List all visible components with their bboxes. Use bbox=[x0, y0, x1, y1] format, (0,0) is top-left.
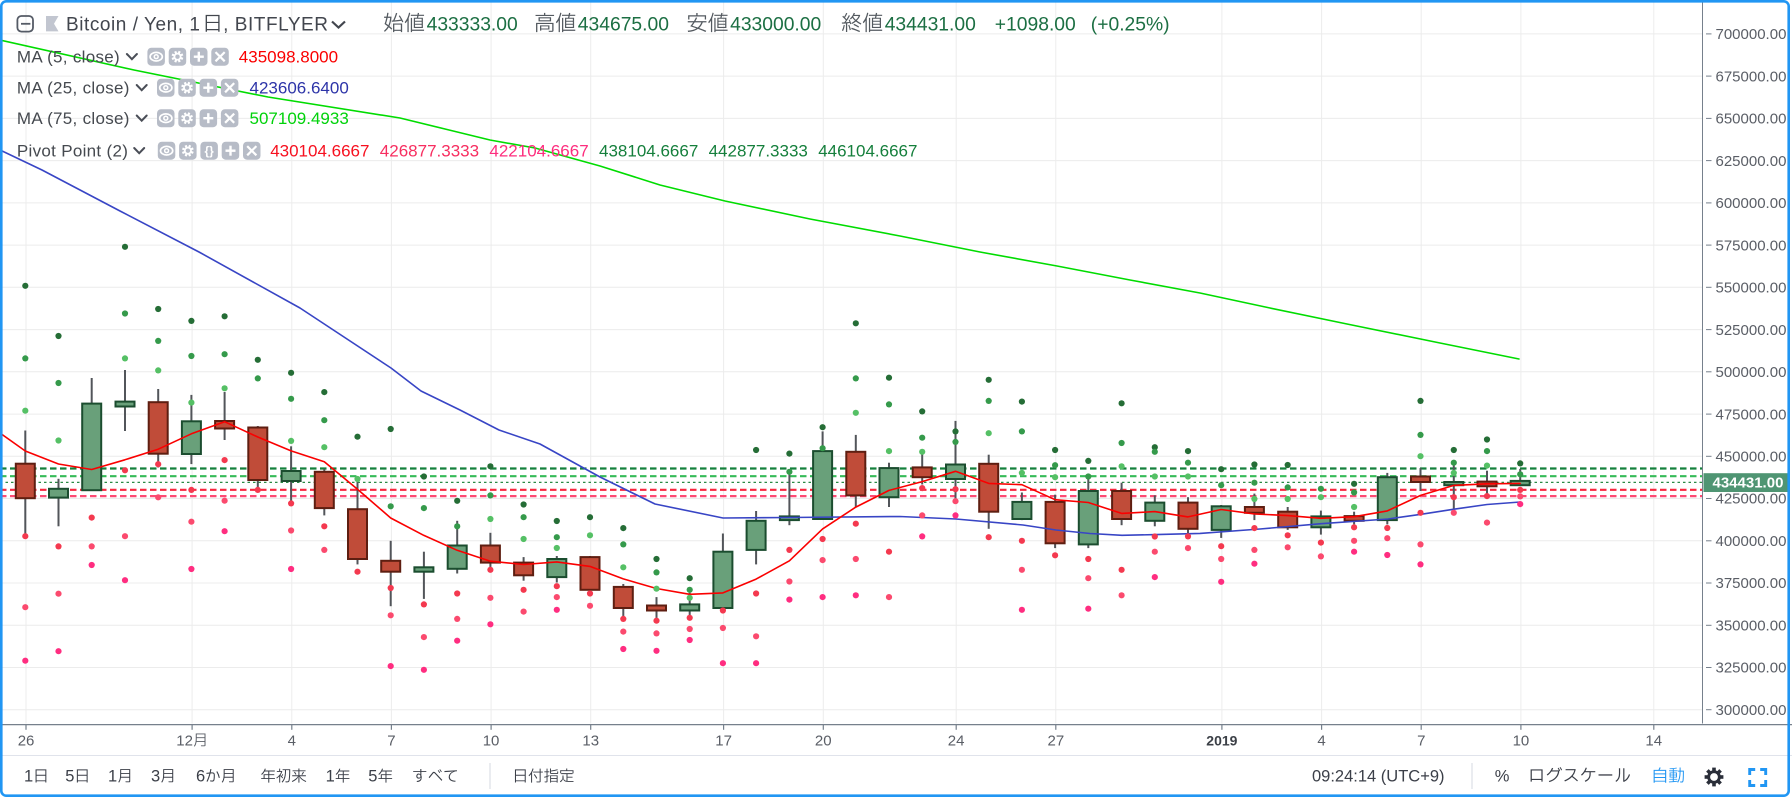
svg-text:3: 3 bbox=[151, 768, 160, 786]
svg-text:24: 24 bbox=[948, 733, 965, 750]
svg-text:650000.00: 650000.00 bbox=[1716, 111, 1787, 128]
svg-text:7: 7 bbox=[1417, 733, 1425, 750]
svg-text:10: 10 bbox=[1513, 733, 1530, 750]
svg-text:27: 27 bbox=[1048, 733, 1065, 750]
svg-text:350000.00: 350000.00 bbox=[1716, 618, 1787, 635]
svg-text:433333.00: 433333.00 bbox=[427, 15, 518, 36]
svg-text:438104.6667: 438104.6667 bbox=[599, 142, 698, 161]
svg-text:434675.00: 434675.00 bbox=[578, 15, 669, 36]
svg-text:4: 4 bbox=[1317, 733, 1325, 750]
svg-text:09:24:14 (UTC+9): 09:24:14 (UTC+9) bbox=[1312, 768, 1445, 786]
svg-text:600000.00: 600000.00 bbox=[1716, 195, 1787, 212]
svg-text:426877.3333: 426877.3333 bbox=[380, 142, 479, 161]
svg-text:17: 17 bbox=[715, 733, 732, 750]
svg-text:10: 10 bbox=[483, 733, 500, 750]
svg-text:375000.00: 375000.00 bbox=[1716, 575, 1787, 592]
svg-text:434431.00: 434431.00 bbox=[885, 15, 976, 36]
svg-text:Bitcoin / Yen, 1: Bitcoin / Yen, 1 bbox=[66, 15, 201, 36]
svg-text:442877.3333: 442877.3333 bbox=[709, 142, 808, 161]
svg-text:, BITFLYER: , BITFLYER bbox=[223, 15, 328, 36]
svg-text:12: 12 bbox=[176, 733, 193, 750]
svg-text:20: 20 bbox=[815, 733, 832, 750]
svg-text:Pivot Point (2): Pivot Point (2) bbox=[17, 142, 128, 161]
svg-text:(+0.25%): (+0.25%) bbox=[1091, 15, 1170, 36]
svg-text:575000.00: 575000.00 bbox=[1716, 237, 1787, 254]
svg-text:446104.6667: 446104.6667 bbox=[818, 142, 917, 161]
svg-text:400000.00: 400000.00 bbox=[1716, 533, 1787, 550]
svg-text:{}: {} bbox=[205, 144, 215, 158]
svg-text:507109.4933: 507109.4933 bbox=[250, 109, 349, 128]
svg-text:5: 5 bbox=[368, 768, 377, 786]
svg-text:1: 1 bbox=[108, 768, 117, 786]
svg-text:14: 14 bbox=[1645, 733, 1662, 750]
svg-text:1: 1 bbox=[24, 768, 33, 786]
svg-text:423606.6400: 423606.6400 bbox=[250, 79, 349, 98]
svg-text:7: 7 bbox=[387, 733, 395, 750]
svg-text:675000.00: 675000.00 bbox=[1716, 68, 1787, 85]
svg-text:MA (25, close): MA (25, close) bbox=[17, 79, 130, 98]
svg-text:433000.00: 433000.00 bbox=[730, 15, 821, 36]
svg-text:422104.6667: 422104.6667 bbox=[489, 142, 588, 161]
svg-text:325000.00: 325000.00 bbox=[1716, 660, 1787, 677]
svg-text:525000.00: 525000.00 bbox=[1716, 322, 1787, 339]
svg-text:450000.00: 450000.00 bbox=[1716, 449, 1787, 466]
svg-text:475000.00: 475000.00 bbox=[1716, 406, 1787, 423]
svg-text:MA (75, close): MA (75, close) bbox=[17, 109, 130, 128]
svg-text:4: 4 bbox=[288, 733, 296, 750]
svg-text:13: 13 bbox=[582, 733, 599, 750]
svg-text:700000.00: 700000.00 bbox=[1716, 26, 1787, 43]
svg-text:430104.6667: 430104.6667 bbox=[270, 142, 369, 161]
svg-text:2019: 2019 bbox=[1206, 733, 1237, 749]
svg-text:550000.00: 550000.00 bbox=[1716, 280, 1787, 297]
svg-text:425000.00: 425000.00 bbox=[1716, 491, 1787, 508]
svg-text:500000.00: 500000.00 bbox=[1716, 364, 1787, 381]
svg-text:434431.00: 434431.00 bbox=[1713, 475, 1784, 492]
svg-text:625000.00: 625000.00 bbox=[1716, 153, 1787, 170]
svg-text:1: 1 bbox=[326, 768, 335, 786]
svg-text:435098.8000: 435098.8000 bbox=[239, 48, 338, 67]
svg-text:+1098.00: +1098.00 bbox=[995, 15, 1076, 36]
svg-text:26: 26 bbox=[18, 733, 35, 750]
svg-text:5: 5 bbox=[65, 768, 74, 786]
svg-text:MA (5, close): MA (5, close) bbox=[17, 48, 120, 67]
svg-text:%: % bbox=[1495, 768, 1510, 786]
svg-text:6: 6 bbox=[196, 768, 205, 786]
svg-text:300000.00: 300000.00 bbox=[1716, 702, 1787, 719]
